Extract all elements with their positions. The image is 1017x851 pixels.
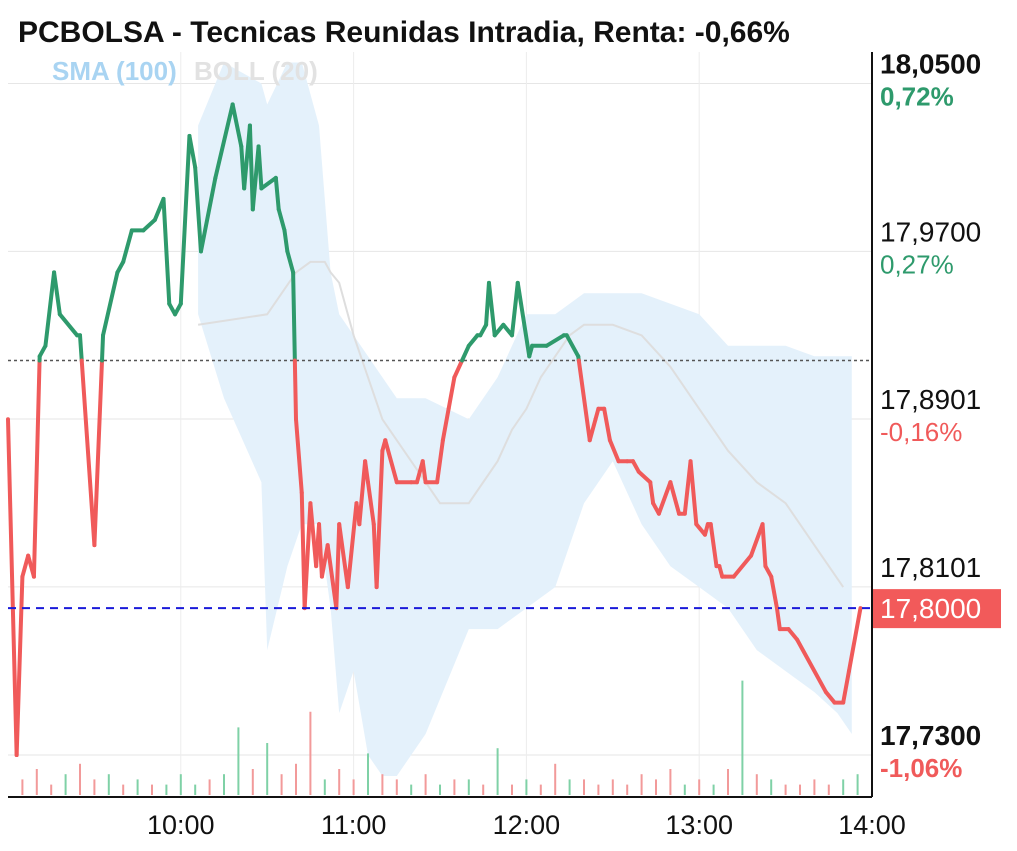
price-segment (273, 175, 281, 212)
price-segment (213, 102, 235, 180)
price-segment (78, 333, 84, 363)
price-segment (486, 280, 497, 338)
x-tick-label: 10:00 (147, 810, 215, 840)
price-segment (31, 358, 42, 579)
price-segment (294, 417, 304, 495)
price-segment (6, 417, 19, 758)
price-segment (841, 669, 851, 705)
price-segment (374, 448, 385, 590)
price-segment (178, 133, 192, 306)
y-tick-percent: 0,72% (880, 81, 954, 111)
last-price-badge (873, 589, 1001, 629)
price-segment (446, 375, 457, 411)
last-price-label: 17,8000 (880, 593, 981, 624)
y-tick-percent: 0,27% (880, 249, 954, 279)
price-segment (100, 333, 106, 363)
price-segment (334, 522, 342, 611)
price-segment (276, 207, 287, 233)
price-segment (366, 480, 376, 527)
price-segment (688, 459, 699, 527)
price-segment (337, 522, 350, 590)
price-segment (256, 144, 264, 191)
price-segment (302, 501, 313, 611)
price-segment (708, 522, 719, 569)
price-segment (648, 480, 656, 506)
price-segment (383, 438, 399, 485)
price-segment (198, 175, 218, 254)
y-tick-percent: -0,16% (880, 417, 962, 447)
price-segment (92, 358, 105, 548)
price-segment (357, 459, 368, 527)
price-segment (440, 406, 451, 443)
price-segment (749, 522, 765, 558)
price-segment (466, 333, 480, 348)
chart-title: PCBOLSA - Tecnicas Reunidas Intradia, Re… (18, 16, 790, 49)
price-segment (435, 438, 445, 485)
price-segment (769, 574, 779, 611)
price-segment (101, 270, 120, 338)
price-segment (602, 406, 612, 443)
price-segment (141, 217, 157, 233)
price-segment (285, 249, 296, 275)
price-segment (607, 438, 621, 464)
price-segment (452, 358, 465, 380)
price-segment (587, 417, 598, 443)
x-tick-label: 12:00 (493, 810, 561, 840)
sma-band (198, 62, 852, 776)
boll-line (197, 260, 845, 588)
legend-boll: BOLL (20) (193, 56, 318, 86)
price-segment (57, 312, 80, 338)
price-segment (79, 358, 97, 548)
price-segment (52, 270, 62, 317)
y-tick-label: 17,8101 (880, 552, 981, 583)
price-segment (345, 501, 359, 590)
y-tick-label: 18,0500 (880, 48, 981, 79)
price-segment (14, 574, 25, 758)
price-segment (282, 228, 290, 254)
price-segment (230, 102, 244, 149)
y-tick-percent: -1,06% (880, 753, 962, 783)
price-segment (317, 522, 324, 579)
price-segment (510, 280, 520, 338)
price-segment (259, 175, 278, 191)
price-segment (193, 165, 203, 254)
price-segment (576, 358, 592, 443)
price-segment (656, 480, 673, 516)
price-segment (291, 270, 297, 363)
price-segment (544, 333, 566, 348)
price-segment (564, 333, 581, 359)
price-segment (187, 133, 198, 170)
y-tick-label: 17,7300 (880, 720, 981, 751)
price-segment (774, 606, 782, 632)
price-segment (795, 637, 828, 695)
price-segment (786, 627, 800, 642)
price-segment (760, 522, 768, 569)
y-tick-label: 17,9700 (880, 216, 981, 247)
x-tick-label: 13:00 (665, 810, 733, 840)
price-segment (731, 553, 754, 579)
price-segment (43, 270, 57, 348)
legend-sma: SMA (100) (52, 56, 177, 86)
price-segment (161, 196, 172, 306)
price-segment (460, 343, 471, 363)
x-tick-label: 14:00 (838, 810, 906, 840)
price-segment (636, 469, 653, 485)
price-segment (363, 459, 370, 485)
price-segment (668, 480, 682, 516)
chart-legend: SMA (100) BOLL (20) (52, 56, 328, 87)
price-segment (492, 322, 506, 338)
price-segment (292, 358, 298, 422)
price-segment (846, 606, 863, 674)
price-segment (121, 228, 134, 264)
x-tick-label: 11:00 (321, 810, 387, 840)
price-segment (515, 280, 532, 359)
price-segment (420, 459, 428, 485)
title-panel: PCBOLSA - Tecnicas Reunidas Intradia, Re… (6, 6, 872, 49)
y-tick-label: 17,8901 (880, 384, 981, 415)
price-segment (823, 690, 837, 705)
